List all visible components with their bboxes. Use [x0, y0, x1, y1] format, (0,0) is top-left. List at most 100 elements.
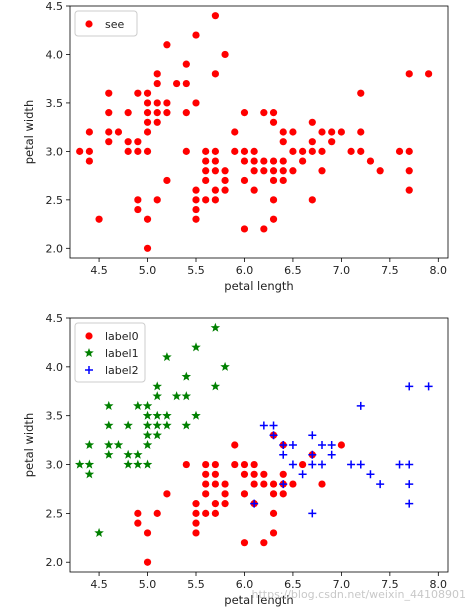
data-point [318, 441, 326, 449]
data-point [152, 381, 162, 391]
data-point [279, 490, 287, 498]
data-point [405, 186, 413, 194]
data-point [153, 70, 161, 78]
data-point [269, 421, 278, 430]
x-tick-label: 4.5 [90, 578, 108, 591]
data-point [269, 480, 278, 488]
data-point [328, 128, 336, 136]
data-point [143, 529, 152, 537]
legend-marker [84, 348, 94, 358]
data-point [143, 89, 152, 97]
data-point [318, 128, 326, 136]
data-point [182, 60, 190, 68]
data-point [221, 480, 229, 488]
data-point [405, 70, 413, 78]
data-point [211, 460, 219, 469]
data-point [405, 167, 413, 175]
data-point [279, 138, 287, 146]
data-point [308, 431, 317, 440]
data-point [142, 420, 153, 430]
data-point [211, 12, 219, 20]
series-label2 [250, 382, 433, 518]
data-point [269, 490, 278, 498]
y-tick-label: 4.0 [46, 48, 64, 61]
legend-label: see [105, 18, 124, 31]
data-point [105, 128, 113, 136]
data-point [357, 128, 365, 136]
data-point [123, 420, 133, 430]
data-point [202, 167, 210, 175]
data-point [192, 196, 200, 204]
data-point [192, 215, 200, 223]
data-point [76, 147, 84, 155]
data-point [318, 480, 326, 488]
data-point [152, 391, 162, 401]
y-tick-label: 4.0 [46, 361, 64, 374]
series-label1 [74, 322, 230, 537]
data-point [85, 147, 93, 155]
data-point [289, 167, 297, 175]
data-point [210, 322, 221, 332]
legend-label: label0 [105, 330, 139, 343]
x-tick-label: 5.5 [187, 578, 205, 591]
x-tick-label: 8.0 [430, 578, 448, 591]
data-point [260, 470, 268, 478]
x-tick-label: 7.0 [333, 264, 351, 277]
data-points [74, 322, 433, 566]
legend-marker [85, 332, 93, 340]
data-point [211, 157, 219, 165]
data-point [153, 118, 161, 126]
data-point [211, 167, 219, 175]
data-point [279, 157, 287, 165]
x-tick-label: 8.0 [430, 264, 448, 277]
y-tick-label: 4.5 [46, 312, 64, 325]
data-point [260, 539, 268, 547]
data-point [133, 400, 143, 410]
data-point [114, 128, 123, 136]
data-point [308, 450, 317, 459]
data-point [269, 157, 278, 165]
data-point [105, 138, 113, 146]
data-point [84, 469, 95, 479]
data-point [327, 441, 336, 449]
data-point [395, 460, 404, 469]
data-point [240, 157, 249, 165]
x-tick-label: 6.5 [284, 264, 302, 277]
data-point [202, 176, 210, 185]
data-point [240, 109, 249, 117]
y-tick-label: 4.5 [46, 0, 64, 13]
data-point [142, 410, 153, 420]
data-point [85, 128, 93, 136]
data-point [318, 147, 326, 155]
chart-1: 4.5 5.0 5.5 6.0 6.5 7.0 7.5 8.0 2.0 2.5 3.0 3.5 4.0 4… [22, 0, 449, 293]
data-point [289, 480, 297, 488]
data-point [250, 499, 259, 508]
legend: label0 label1 label2 [74, 322, 146, 383]
data-point [143, 558, 152, 566]
data-point [133, 459, 143, 469]
data-point [405, 499, 414, 508]
data-point [182, 79, 190, 88]
data-point [318, 167, 326, 175]
data-point [182, 109, 190, 117]
data-point [279, 470, 287, 478]
data-point [405, 480, 414, 489]
data-point [337, 441, 345, 449]
y-tick-label: 2.0 [46, 556, 64, 569]
data-point [221, 186, 229, 194]
data-point [240, 539, 249, 547]
data-point [181, 391, 192, 401]
data-point [142, 440, 153, 450]
x-tick-label: 7.5 [381, 264, 399, 277]
data-point [143, 215, 152, 223]
data-point [299, 147, 307, 155]
legend: see [74, 10, 138, 37]
data-point [269, 529, 278, 537]
data-point [221, 500, 229, 508]
data-point [104, 440, 114, 450]
data-point [153, 196, 161, 204]
data-point [134, 509, 142, 517]
data-point [269, 176, 278, 185]
data-point [104, 449, 114, 459]
data-point [269, 118, 278, 126]
